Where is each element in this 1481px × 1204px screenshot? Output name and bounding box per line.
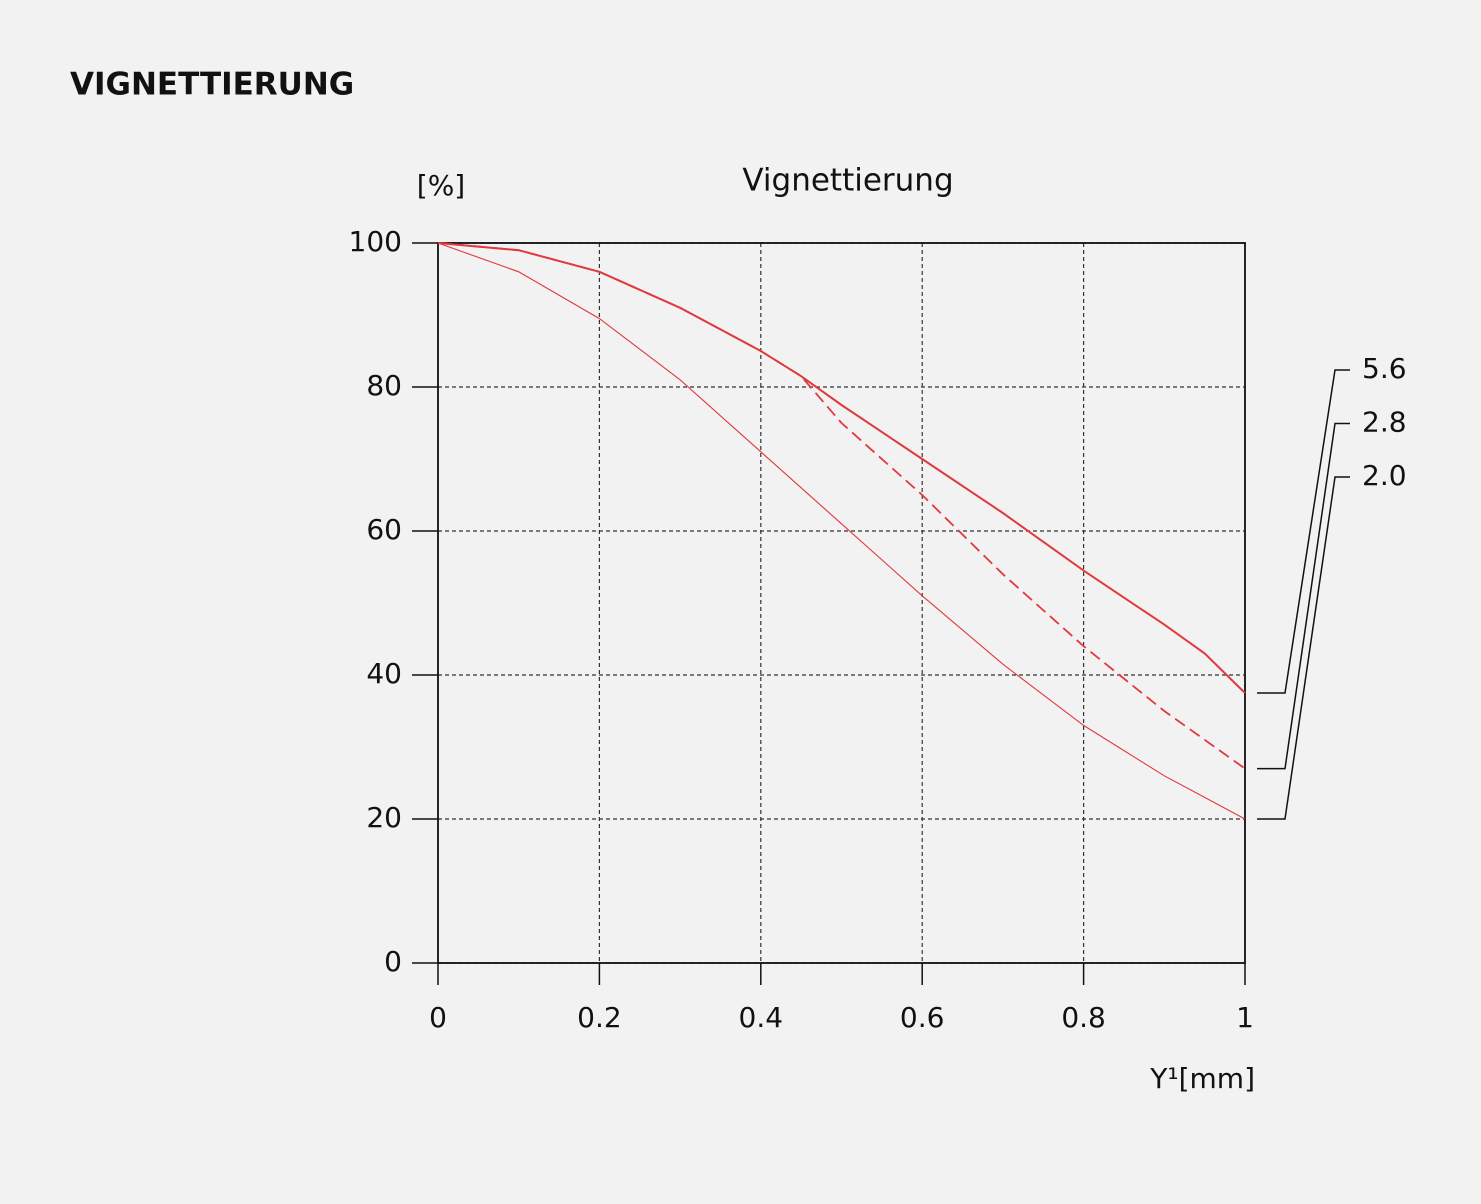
x-tick-label: 1: [1236, 1001, 1254, 1034]
legend-leader: [1257, 422, 1350, 770]
plot-frame: [437, 242, 1246, 964]
y-tick-label: 40: [366, 657, 402, 690]
series-line: [437, 242, 1246, 770]
y-tick-label: 80: [366, 369, 402, 402]
legend-label: 5.6: [1362, 352, 1407, 385]
y-tick-label: 60: [366, 513, 402, 546]
legend-label: 2.0: [1362, 459, 1407, 492]
legend-leader: [1257, 369, 1350, 694]
x-tick-label: 0: [429, 1001, 447, 1034]
x-tick-label: 0.2: [577, 1001, 622, 1034]
legend-label: 2.8: [1362, 406, 1407, 439]
x-tick-label: 0.4: [739, 1001, 784, 1034]
series-line: [437, 242, 1246, 694]
y-tick-label: 20: [366, 801, 402, 834]
y-tick-label: 0: [384, 945, 402, 978]
series-line: [437, 242, 1246, 820]
legend-leader: [1257, 476, 1350, 820]
y-tick-label: 100: [349, 225, 402, 258]
x-tick-label: 0.8: [1061, 1001, 1106, 1034]
y-axis-label: [%]: [417, 169, 465, 202]
chart-title: Vignettierung: [742, 163, 953, 199]
x-axis-label: Y¹[mm]: [1149, 1062, 1255, 1095]
page-heading: VIGNETTIERUNG: [70, 67, 354, 103]
x-tick-label: 0.6: [900, 1001, 945, 1034]
